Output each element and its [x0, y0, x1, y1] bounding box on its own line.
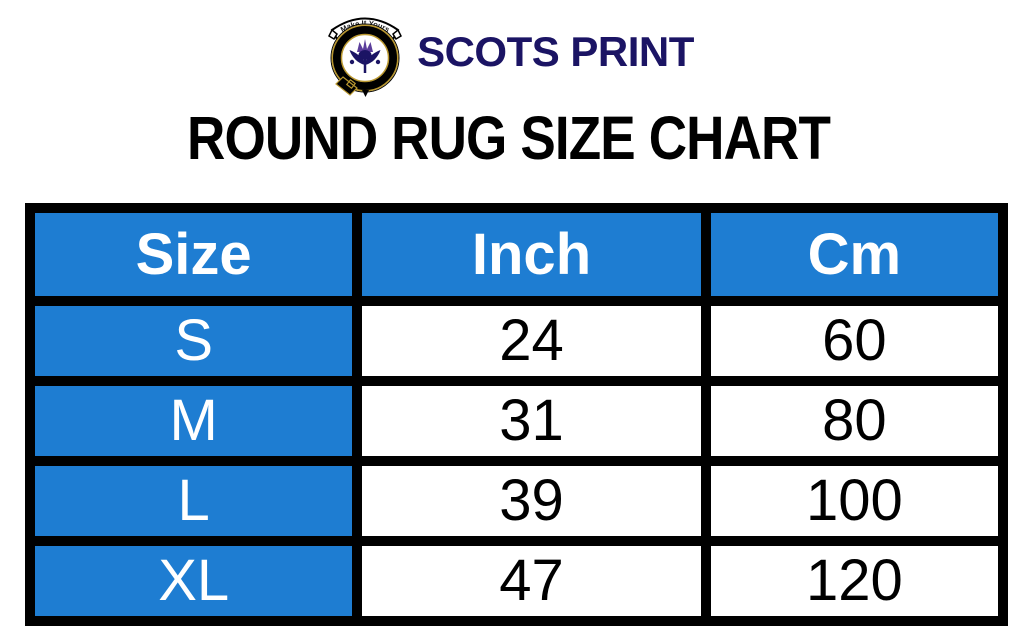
size-label-cell: S	[35, 306, 353, 376]
header-cell-cm: Cm	[710, 213, 998, 296]
cm-value-cell: 80	[710, 386, 998, 456]
cm-value-cell: 120	[710, 546, 998, 616]
scots-print-crest-logo: Make It Yours	[328, 17, 403, 97]
brand-header: Make It Yours	[0, 4, 1017, 98]
brand-name: SCOTS PRINT	[417, 28, 694, 75]
header-cell-size: Size	[35, 213, 353, 296]
size-label-cell: XL	[35, 546, 353, 616]
inch-value-cell: 31	[362, 386, 701, 456]
belt-ring-icon	[330, 23, 400, 93]
belt-buckle-icon	[335, 76, 370, 97]
header-cell-inch: Inch	[362, 213, 701, 296]
size-label-cell: M	[35, 386, 353, 456]
thistle-icon	[349, 39, 381, 73]
page-title-text: ROUND RUG SIZE CHART	[186, 103, 831, 172]
page-title: ROUND RUG SIZE CHART	[0, 104, 1017, 172]
size-chart-table: Size Inch Cm S 24 60 M 31 80 L 39 100 XL…	[25, 203, 1008, 626]
inch-value-cell: 24	[362, 306, 701, 376]
inch-value-cell: 47	[362, 546, 701, 616]
cm-value-cell: 60	[710, 306, 998, 376]
cm-value-cell: 100	[710, 466, 998, 536]
size-label-cell: L	[35, 466, 353, 536]
inch-value-cell: 39	[362, 466, 701, 536]
